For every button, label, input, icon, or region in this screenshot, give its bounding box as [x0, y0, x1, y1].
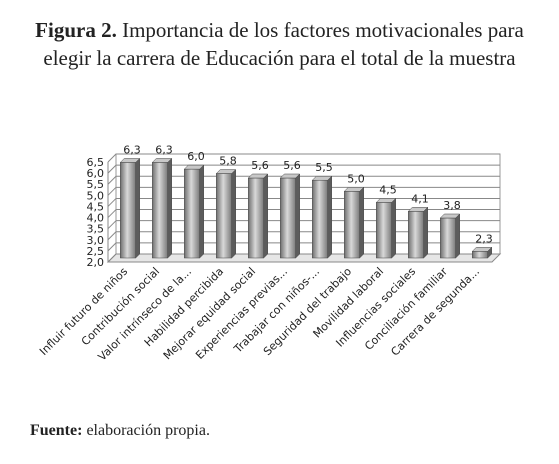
value-label: 5,5: [315, 161, 333, 174]
grid-line-side: [107, 153, 117, 163]
value-label: 6,3: [155, 143, 173, 156]
value-label: 6,0: [187, 150, 205, 163]
bar: [183, 164, 205, 259]
value-label: 5,8: [219, 155, 237, 168]
grid-line-side: [107, 242, 117, 252]
y-tick-label: 3,5: [87, 223, 105, 236]
y-tick-label: 6,5: [87, 156, 105, 169]
bar: [247, 173, 269, 259]
value-label: 2,3: [475, 232, 493, 245]
grid-line-side: [107, 209, 117, 218]
bar: [439, 213, 461, 259]
figure-label: Figura 2.: [35, 18, 117, 42]
grid-line-side: [107, 175, 117, 185]
bar: [407, 206, 429, 259]
bar: [119, 157, 141, 259]
grid-line-side: [107, 186, 117, 196]
y-tick-label: 6,0: [87, 167, 105, 180]
source-note: Fuente: elaboración propia.: [30, 422, 210, 440]
y-tick-label: 4,0: [87, 212, 105, 225]
y-tick-label: 3,0: [87, 234, 105, 247]
value-label: 4,5: [379, 183, 397, 196]
grid-line-side: [107, 164, 117, 174]
y-tick-label: 4,5: [87, 200, 105, 213]
value-label: 6,3: [123, 143, 141, 156]
bar: [375, 197, 397, 259]
bar: [311, 175, 333, 259]
value-label: 5,6: [251, 159, 269, 172]
y-tick-label: 5,0: [87, 189, 105, 202]
figure-title: Figura 2. Importancia de los factores mo…: [20, 16, 539, 72]
grid-line-side: [107, 220, 117, 230]
grid-line-side: [107, 253, 117, 263]
value-label: 4,1: [411, 192, 429, 205]
bar: [471, 246, 493, 259]
y-tick-label: 2,0: [87, 256, 105, 269]
y-tick-label: 5,5: [87, 178, 105, 191]
grid-line-side: [107, 198, 117, 207]
bar: [215, 168, 237, 259]
bar: [151, 157, 173, 259]
source-label: Fuente:: [30, 422, 83, 439]
bar: [343, 186, 365, 259]
chart-title: Importancia de los factores motivacional…: [43, 18, 524, 70]
value-label: 3,8: [443, 199, 461, 212]
grid-line-side: [107, 231, 117, 241]
value-label: 5,6: [283, 159, 301, 172]
bar: [279, 173, 301, 259]
value-label: 5,0: [347, 172, 365, 185]
source-text: elaboración propia.: [86, 422, 210, 439]
y-tick-label: 2,5: [87, 245, 105, 258]
